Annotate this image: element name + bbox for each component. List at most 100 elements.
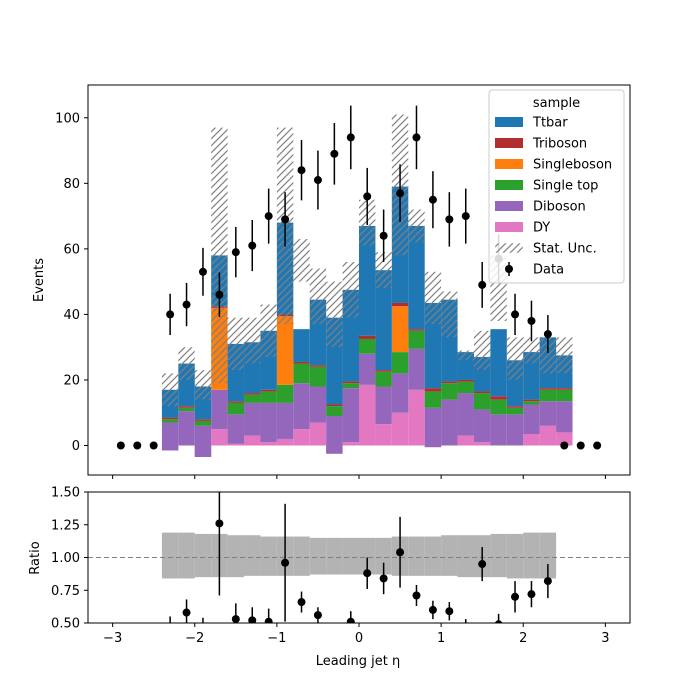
data-point	[576, 441, 585, 450]
ratio-point	[412, 591, 421, 600]
bar-dy	[244, 435, 261, 446]
ratio-point	[346, 617, 355, 623]
ratio-unc-band	[342, 537, 359, 575]
bar-dy	[342, 442, 359, 446]
data-point	[149, 441, 158, 450]
y-tick-label: 40	[63, 308, 80, 323]
stat-unc-band	[178, 347, 195, 380]
stat-unc-band	[523, 337, 540, 364]
ratio-point	[543, 577, 552, 586]
bar-single-top	[473, 393, 491, 410]
data-point	[264, 212, 273, 221]
bar-diboson	[556, 401, 573, 433]
bar-single-top	[424, 391, 442, 408]
bar-diboson	[293, 383, 310, 430]
bar-dy	[539, 425, 557, 446]
ratio-point	[396, 548, 405, 557]
legend-swatch-diboson	[495, 201, 523, 211]
bar-diboson	[375, 386, 392, 425]
ratio-point	[215, 519, 224, 528]
bar-triboson	[309, 365, 327, 367]
main-axes: 0 20 40 60 80 100	[55, 111, 606, 479]
stat-unc-band	[342, 261, 359, 318]
bar-single-top	[457, 381, 474, 394]
bar-diboson	[424, 407, 442, 448]
bar-single-top	[178, 407, 195, 412]
bar-singleboson	[276, 316, 294, 385]
bar-diboson	[178, 411, 195, 446]
ratio-y-axis-title: Ratio	[28, 541, 43, 574]
data-point	[543, 330, 552, 339]
data-point	[428, 195, 437, 204]
ratio-unc-band	[227, 535, 245, 578]
bar-diboson	[276, 402, 294, 439]
bar-diboson	[244, 402, 261, 436]
ratio-y-tick-label: 1.25	[51, 518, 80, 533]
x-tick-label: −3	[103, 631, 122, 646]
bar-triboson	[408, 329, 425, 331]
bar-single-top	[375, 371, 392, 387]
bar-triboson	[457, 379, 474, 382]
bar-triboson	[539, 388, 557, 390]
bar-triboson	[227, 401, 245, 403]
bar-ttbar	[375, 270, 392, 371]
data-point	[379, 231, 388, 240]
bar-diboson	[161, 422, 179, 451]
bar-single-top	[260, 391, 277, 403]
stat-unc-band	[309, 268, 327, 325]
stat-unc-band	[539, 337, 557, 374]
bar-triboson	[244, 393, 261, 395]
ratio-axes: 0.50 0.75 1.00 1.25 1.50 −3 −2 −1 0 1 2 3	[51, 486, 609, 647]
stat-unc-band	[293, 239, 310, 282]
data-point	[313, 176, 322, 185]
ratio-unc-band	[539, 532, 557, 579]
legend-swatch-triboson	[495, 138, 523, 148]
bar-single-top	[408, 330, 425, 349]
bar-single-top	[523, 401, 540, 405]
stat-unc-band	[424, 271, 442, 325]
stat-unc-band	[375, 252, 392, 289]
bar-single-top	[490, 399, 507, 415]
ratio-unc-band	[161, 532, 179, 579]
bar-ttbar	[359, 225, 376, 336]
y-tick-label: 0	[72, 439, 80, 454]
bar-triboson	[194, 419, 212, 421]
x-tick-label: −2	[185, 631, 204, 646]
bar-triboson	[161, 417, 179, 420]
bar-single-top	[556, 389, 573, 402]
stat-unc-band	[441, 291, 458, 338]
bar-ttbar	[408, 225, 425, 330]
bar-diboson	[260, 402, 277, 443]
legend-swatch-data	[505, 265, 513, 273]
ratio-point	[313, 611, 322, 620]
bar-diboson	[211, 389, 228, 430]
x-tick-label: 0	[355, 631, 363, 646]
legend-swatch-dy	[495, 222, 523, 232]
ratio-point	[478, 560, 487, 569]
bar-ttbar	[523, 352, 540, 400]
bar-single-top	[539, 389, 557, 402]
ratio-unc-band	[506, 533, 524, 579]
bar-single-top	[359, 338, 376, 354]
ratio-unc-band	[194, 533, 212, 578]
bar-diboson	[457, 393, 474, 436]
bar-diboson	[359, 353, 376, 385]
x-tick-label: 1	[437, 631, 445, 646]
bar-triboson	[556, 388, 573, 390]
data-point	[248, 241, 257, 250]
bar-single-top	[391, 352, 409, 374]
ratio-unc-band	[441, 535, 458, 576]
data-point	[478, 280, 487, 289]
bar-triboson	[523, 399, 540, 402]
bar-triboson	[293, 361, 310, 364]
stat-unc-band	[457, 350, 474, 361]
data-point	[182, 300, 191, 309]
legend-swatch-single-top	[495, 180, 523, 190]
ratio-unc-band	[178, 532, 195, 579]
data-point	[330, 149, 339, 158]
ratio-point	[231, 615, 240, 623]
ratio-unc-band	[490, 533, 507, 578]
bar-diboson	[342, 388, 359, 443]
data-point	[527, 316, 536, 325]
